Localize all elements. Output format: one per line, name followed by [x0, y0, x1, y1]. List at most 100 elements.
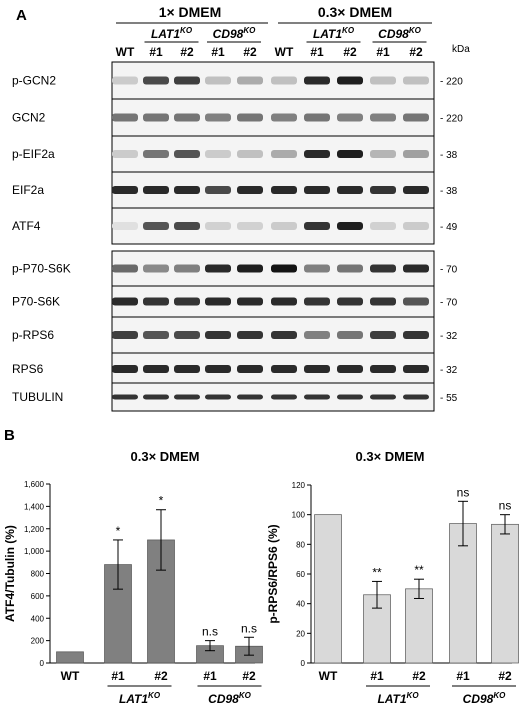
- blot-band: [337, 264, 363, 273]
- blot-band: [143, 297, 169, 306]
- blot-label: P70-S6K: [12, 295, 60, 309]
- blot-band: [205, 297, 231, 306]
- blot-band: [143, 186, 169, 194]
- blot-kda-marker: - 55: [440, 393, 458, 404]
- significance-label: *: [116, 524, 121, 538]
- blot-band: [237, 264, 263, 273]
- blot-band: [237, 394, 263, 400]
- blot-band: [337, 76, 363, 85]
- blot-band: [174, 113, 200, 122]
- blot-band: [143, 264, 169, 273]
- blot-label: TUBULIN: [12, 390, 63, 404]
- y-tick-label: 20: [296, 629, 305, 638]
- blot-label: RPS6: [12, 362, 44, 376]
- blot-band: [337, 186, 363, 194]
- y-tick-label: 1,600: [24, 480, 45, 489]
- blot-band: [205, 394, 231, 400]
- group-lat1ko-label: LAT1KO: [151, 26, 193, 41]
- group-lat1ko-label: LAT1KO: [313, 26, 355, 41]
- blot-band: [403, 297, 429, 306]
- significance-label: **: [372, 565, 382, 579]
- blot-band: [205, 113, 231, 122]
- y-axis-label: ATF4/Tubulin (%): [3, 525, 17, 622]
- chart-title: 0.3× DMEM: [131, 449, 200, 464]
- chart-prps6-rps6: 0.3× DMEM 0 20 40 60 80 100 120 p-RPS6/RPS6 (%) W…: [266, 449, 519, 705]
- blot-band: [174, 150, 200, 158]
- chart-title: 0.3× DMEM: [356, 449, 425, 464]
- blot-label: p-EIF2a: [12, 147, 55, 161]
- blot-band: [205, 76, 231, 85]
- blot-band: [403, 113, 429, 122]
- blot-band: [271, 365, 297, 373]
- blot-kda-marker: - 220: [440, 77, 463, 88]
- y-tick-label: 400: [31, 614, 45, 623]
- blot-band: [271, 394, 297, 400]
- blot-band: [112, 222, 138, 230]
- blot-band: [112, 150, 138, 158]
- blot-band: [370, 264, 396, 273]
- blot-band: [143, 150, 169, 158]
- y-axis-label: p-RPS6/RPS6 (%): [266, 524, 280, 623]
- significance-label: ns: [499, 499, 512, 513]
- blot-band: [237, 222, 263, 230]
- significance-label: *: [159, 494, 164, 508]
- condition-03x-dmem: 0.3× DMEM: [318, 4, 392, 20]
- blot-band: [174, 186, 200, 194]
- blot-band: [174, 394, 200, 400]
- blot-band: [205, 150, 231, 158]
- blot-band: [143, 113, 169, 122]
- blot-band: [403, 150, 429, 158]
- blot-band: [337, 150, 363, 158]
- blot-band: [237, 150, 263, 158]
- blot-band: [174, 76, 200, 85]
- blot-band: [237, 365, 263, 373]
- lane-clone-label: #1: [376, 45, 390, 59]
- blot-band: [112, 297, 138, 306]
- blot-band: [271, 331, 297, 339]
- blot-band: [403, 394, 429, 400]
- blot-band: [337, 331, 363, 339]
- blot-band: [304, 113, 330, 122]
- blot-band: [370, 76, 396, 85]
- y-tick-label: 60: [296, 570, 305, 579]
- x-tick-label: #1: [370, 669, 384, 683]
- blot-band: [304, 222, 330, 230]
- blot-band: [174, 297, 200, 306]
- blot-band: [337, 113, 363, 122]
- x-tick-label: WT: [61, 669, 80, 683]
- blot-band: [205, 186, 231, 194]
- blot-band: [205, 365, 231, 373]
- blot-box: [111, 250, 435, 386]
- blot-band: [237, 186, 263, 194]
- blot-kda-marker: - 38: [440, 150, 458, 161]
- y-tick-label: 100: [292, 511, 306, 520]
- blot-band: [304, 76, 330, 85]
- blot-band: [112, 113, 138, 122]
- blot-band: [237, 76, 263, 85]
- blot-band: [271, 297, 297, 306]
- x-tick-label: #2: [412, 669, 426, 683]
- x-tick-label: #2: [154, 669, 168, 683]
- lane-clone-label: #1: [211, 45, 225, 59]
- blot-band: [143, 331, 169, 339]
- blot-band: [403, 365, 429, 373]
- group-cd98ko-label: CD98KO: [378, 26, 421, 41]
- blot-band: [205, 264, 231, 273]
- blot-band: [174, 365, 200, 373]
- blot-label: p-GCN2: [12, 74, 56, 88]
- blot-band: [112, 186, 138, 194]
- blot-band: [304, 186, 330, 194]
- blot-band: [143, 76, 169, 85]
- lane-wt-label: WT: [275, 45, 294, 59]
- blot-band: [370, 297, 396, 306]
- lane-clone-label: #2: [409, 45, 423, 59]
- panel-a-label: A: [16, 7, 27, 24]
- chart-atf4-tubulin: 0.3× DMEM 0 200 400 600 800 1,000 1,200 1,400 1,6…: [3, 449, 263, 705]
- x-tick-label: #1: [111, 669, 125, 683]
- group-cd98ko-label: CD98KO: [208, 691, 251, 705]
- blot-band: [271, 76, 297, 85]
- x-tick-label: #1: [456, 669, 470, 683]
- lane-clone-label: #1: [310, 45, 324, 59]
- blot-kda-marker: - 38: [440, 186, 458, 197]
